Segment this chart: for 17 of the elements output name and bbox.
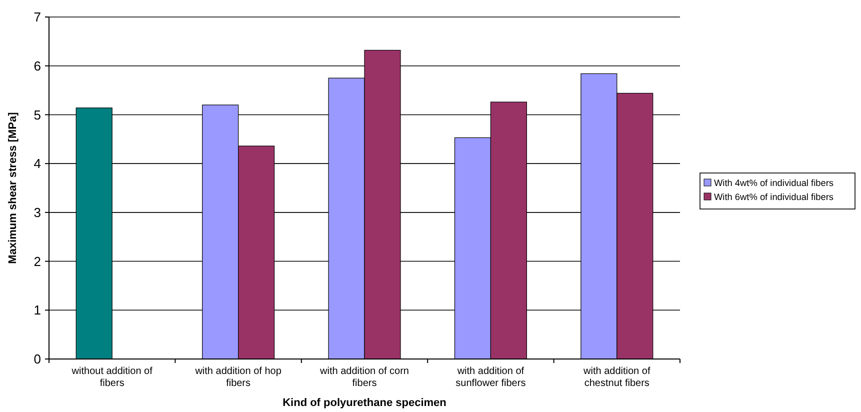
y-tick-label: 3 — [34, 204, 41, 220]
x-tick-label: with addition of corn fibers — [319, 366, 409, 389]
legend-label: With 6wt% of individual fibers — [714, 192, 834, 202]
y-tick-label: 2 — [34, 254, 41, 269]
y-axis-title: Maximum shear stress [MPa] — [7, 112, 19, 264]
x-tick-label: with addition of chestnut fibers — [582, 366, 650, 389]
y-tick-label: 0 — [34, 352, 41, 367]
y-tick-label: 7 — [34, 10, 41, 25]
y-tick-label: 5 — [34, 107, 41, 122]
x-tick-label: without addition of fibers — [70, 366, 153, 389]
legend-label: With 4wt% of individual fibers — [714, 178, 834, 188]
x-tick-label: with addition of sunflower fibers — [456, 366, 526, 389]
x-tick-label: with addition of hop fibers — [194, 366, 282, 389]
y-tick-label: 6 — [34, 58, 41, 74]
y-tick-label: 1 — [34, 302, 41, 318]
y-tick-label: 4 — [34, 156, 41, 172]
x-axis-title: Kind of polyurethane specimen — [282, 397, 447, 409]
